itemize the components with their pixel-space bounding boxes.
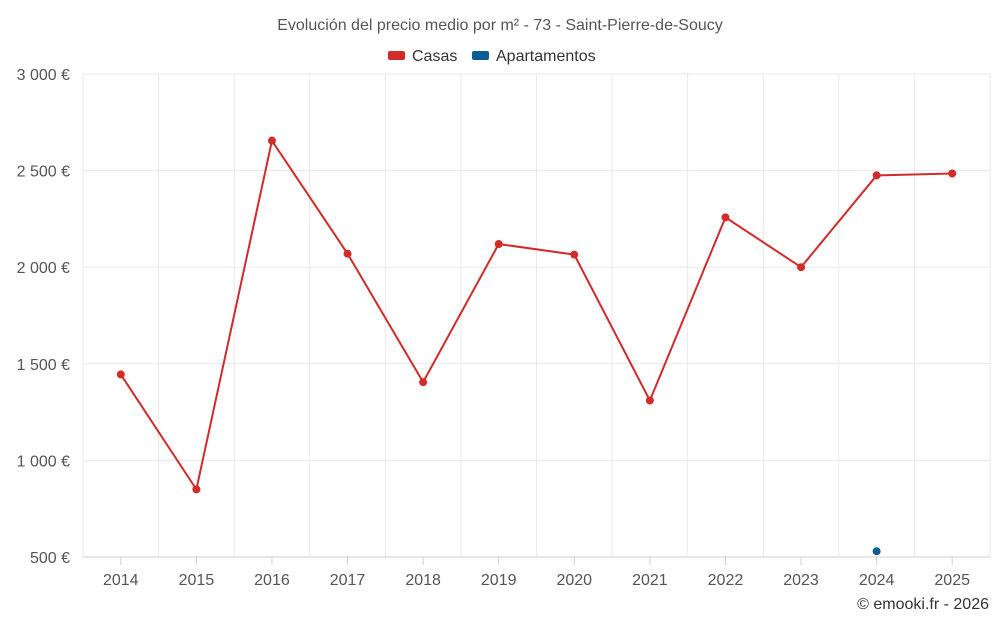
- series-casas: [116, 136, 957, 494]
- data-point-casas[interactable]: [645, 396, 654, 405]
- data-point-casas[interactable]: [116, 370, 125, 379]
- data-point-casas[interactable]: [872, 171, 881, 180]
- y-tick-label: 1 500 €: [17, 357, 70, 374]
- series: [116, 136, 957, 556]
- legend-label-apartamentos: Apartamentos: [496, 48, 596, 65]
- x-tick-label: 2017: [330, 572, 366, 589]
- axes: 500 € 1 000 € 1 500 € 2 000 € 2 500 € 3 000 €…: [17, 67, 970, 589]
- x-tick-label: 2018: [405, 572, 441, 589]
- grid: [82, 73, 991, 558]
- data-point-casas[interactable]: [797, 263, 806, 272]
- x-tick-label: 2015: [179, 572, 215, 589]
- data-point-apartamentos[interactable]: [872, 547, 881, 556]
- x-tick-label: 2016: [254, 572, 290, 589]
- data-point-casas[interactable]: [267, 136, 276, 145]
- chart-title: Evolución del precio medio por m² - 73 -…: [277, 17, 723, 34]
- y-tick-label: 2 000 €: [17, 260, 70, 277]
- legend-item-casas[interactable]: Casas: [388, 48, 457, 65]
- data-point-casas[interactable]: [343, 249, 352, 258]
- legend-item-apartamentos[interactable]: Apartamentos: [472, 48, 596, 65]
- legend-swatch-casas: [388, 51, 405, 60]
- data-point-casas[interactable]: [570, 250, 579, 259]
- legend-swatch-apartamentos: [472, 51, 489, 60]
- data-point-casas[interactable]: [192, 485, 201, 494]
- x-tick-label: 2025: [934, 572, 970, 589]
- x-tick-label: 2023: [783, 572, 819, 589]
- x-tick-label: 2014: [103, 572, 139, 589]
- x-tick-label: 2021: [632, 572, 668, 589]
- x-tick-label: 2022: [708, 572, 744, 589]
- series-line-casas: [119, 139, 953, 491]
- legend: Casas Apartamentos: [388, 48, 596, 65]
- data-point-casas[interactable]: [948, 169, 957, 178]
- y-tick-label: 1 000 €: [17, 453, 70, 470]
- credit-text: © emooki.fr - 2026: [857, 596, 989, 613]
- series-apartamentos: [872, 547, 881, 556]
- x-tick-label: 2024: [859, 572, 895, 589]
- x-tick-label: 2019: [481, 572, 517, 589]
- y-tick-label: 3 000 €: [17, 67, 70, 84]
- data-point-casas[interactable]: [721, 213, 730, 222]
- data-point-casas[interactable]: [419, 378, 428, 387]
- legend-label-casas: Casas: [412, 48, 457, 65]
- y-tick-label: 2 500 €: [17, 164, 70, 181]
- x-tick-label: 2020: [556, 572, 592, 589]
- data-point-casas[interactable]: [494, 240, 503, 249]
- y-tick-label: 500 €: [30, 550, 70, 567]
